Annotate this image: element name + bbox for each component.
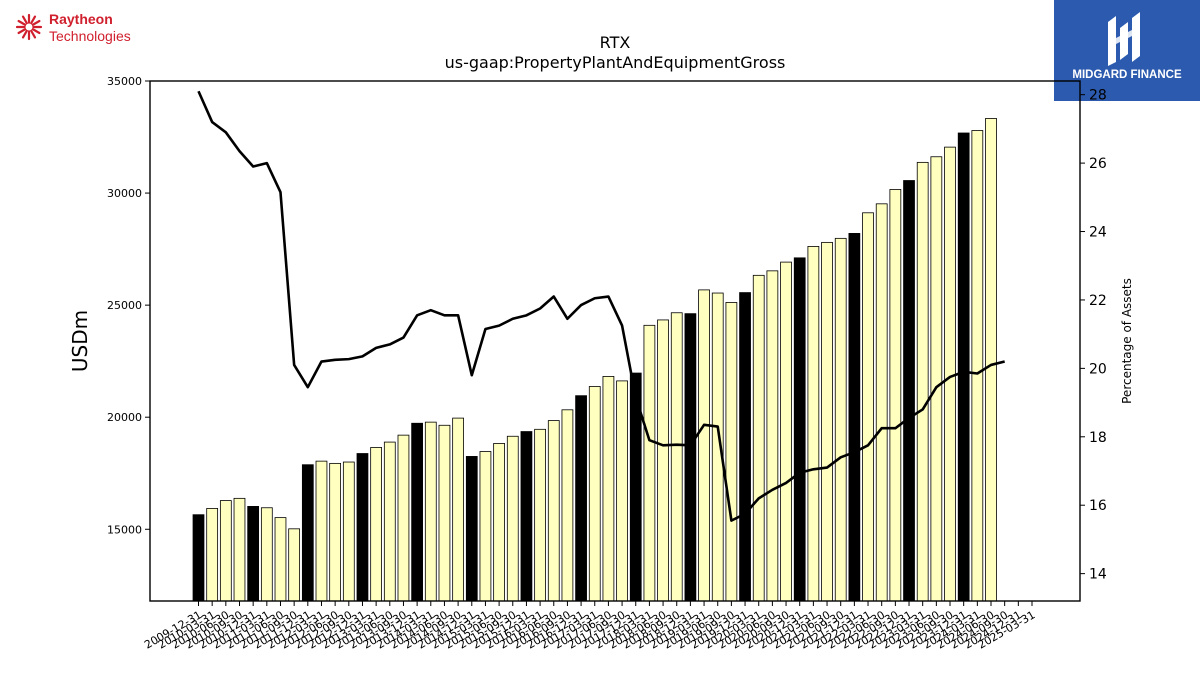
- bar: [506, 435, 519, 602]
- bar: [643, 324, 656, 602]
- y2-axis-label: Percentage of Assets: [1120, 278, 1134, 404]
- bar: [288, 528, 301, 602]
- chart-subtitle: us-gaap:PropertyPlantAndEquipmentGross: [445, 53, 786, 72]
- partner-name: MIDGARD FINANCE: [1072, 69, 1182, 81]
- bar: [916, 161, 929, 602]
- y2-tick-label: 28: [1089, 88, 1107, 104]
- bar: [493, 443, 505, 602]
- bar: [739, 292, 751, 602]
- y2-tick-label: 18: [1089, 430, 1107, 446]
- company-name-line2: Technologies: [49, 28, 131, 44]
- bar: [985, 118, 997, 602]
- y2-tick-label: 22: [1089, 293, 1107, 309]
- company-name-line1: Raytheon: [49, 11, 113, 27]
- y-tick-label: 20000: [107, 411, 142, 424]
- bar: [602, 376, 615, 602]
- bar: [588, 386, 601, 602]
- series-line: [197, 90, 1005, 522]
- bar: [821, 241, 833, 602]
- bar: [930, 156, 943, 602]
- bar: [192, 514, 205, 602]
- y-tick-label: 15000: [107, 523, 142, 536]
- raytheon-burst-icon: [15, 13, 43, 41]
- bar: [766, 270, 779, 602]
- bar: [479, 451, 492, 602]
- midgard-emblem-icon: [1108, 12, 1140, 66]
- line-layer: [197, 90, 1005, 522]
- bar: [411, 422, 423, 602]
- bar: [561, 409, 574, 602]
- bar: [780, 261, 792, 602]
- y-tick-label: 25000: [107, 299, 142, 312]
- bar: [534, 428, 546, 602]
- bar: [233, 497, 246, 602]
- bar: [547, 420, 560, 602]
- raytheon-logo: Raytheon Technologies: [14, 10, 154, 46]
- bar: [452, 417, 464, 602]
- bar: [752, 274, 765, 602]
- bar: [903, 180, 915, 602]
- bar: [260, 507, 273, 602]
- bar: [342, 461, 355, 602]
- bar: [698, 289, 710, 602]
- y2-tick-label: 16: [1089, 498, 1107, 514]
- bar: [957, 132, 970, 602]
- bar: [670, 312, 683, 602]
- bar: [848, 233, 861, 602]
- y-tick-label: 30000: [107, 187, 142, 200]
- bar: [219, 500, 232, 602]
- bar: [247, 506, 260, 602]
- bar: [889, 189, 902, 602]
- bar: [438, 424, 451, 602]
- bar: [370, 447, 382, 602]
- bar: [301, 464, 314, 602]
- bar: [616, 380, 628, 602]
- bar: [383, 441, 396, 602]
- bar: [465, 456, 478, 602]
- plot-frame: [149, 80, 1081, 602]
- bar: [725, 302, 738, 602]
- bar: [356, 453, 369, 602]
- bar: [684, 313, 697, 602]
- y-axis-label: USDm: [68, 310, 92, 372]
- bar: [274, 517, 287, 602]
- bars-layer: [192, 118, 997, 602]
- y2-tick-label: 24: [1089, 225, 1107, 241]
- y2-tick-label: 20: [1089, 361, 1107, 377]
- axes-layer: 15000 20000 25000 30000 35000 14 16 18 20 22 24 26 2…: [107, 75, 1107, 652]
- midgard-finance-logo: MIDGARD FINANCE: [1054, 0, 1200, 101]
- bar: [793, 257, 806, 602]
- bar: [875, 203, 888, 602]
- bar: [657, 319, 669, 602]
- bar: [575, 395, 587, 602]
- y2-tick-label: 14: [1089, 567, 1107, 583]
- bar: [971, 130, 984, 602]
- bar: [397, 434, 410, 602]
- y-tick-label: 35000: [107, 75, 142, 88]
- bar: [834, 237, 847, 602]
- bar: [520, 431, 533, 602]
- bar: [807, 246, 820, 602]
- bar: [315, 460, 328, 602]
- chart-title: RTX: [600, 33, 631, 52]
- bar: [944, 146, 956, 602]
- y2-tick-label: 26: [1089, 156, 1107, 172]
- bar: [424, 421, 437, 602]
- bar: [206, 508, 219, 602]
- bar: [862, 212, 874, 602]
- bar: [329, 462, 342, 602]
